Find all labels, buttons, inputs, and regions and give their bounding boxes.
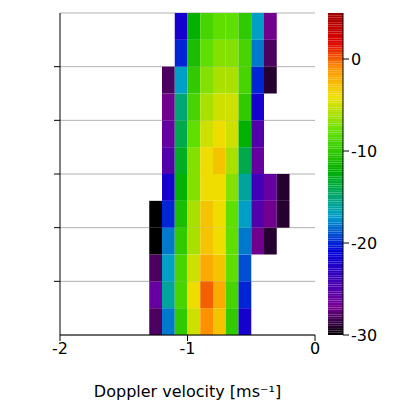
svg-text:-30: -30 [351, 326, 377, 345]
svg-text:-1: -1 [180, 339, 196, 358]
svg-text:-20: -20 [351, 234, 377, 253]
svg-text:-10: -10 [351, 142, 377, 161]
svg-text:Doppler velocity [ms⁻¹]: Doppler velocity [ms⁻¹] [94, 382, 281, 401]
svg-text:-2: -2 [52, 339, 68, 358]
svg-text:0: 0 [310, 339, 320, 358]
svg-text:0: 0 [351, 50, 361, 69]
